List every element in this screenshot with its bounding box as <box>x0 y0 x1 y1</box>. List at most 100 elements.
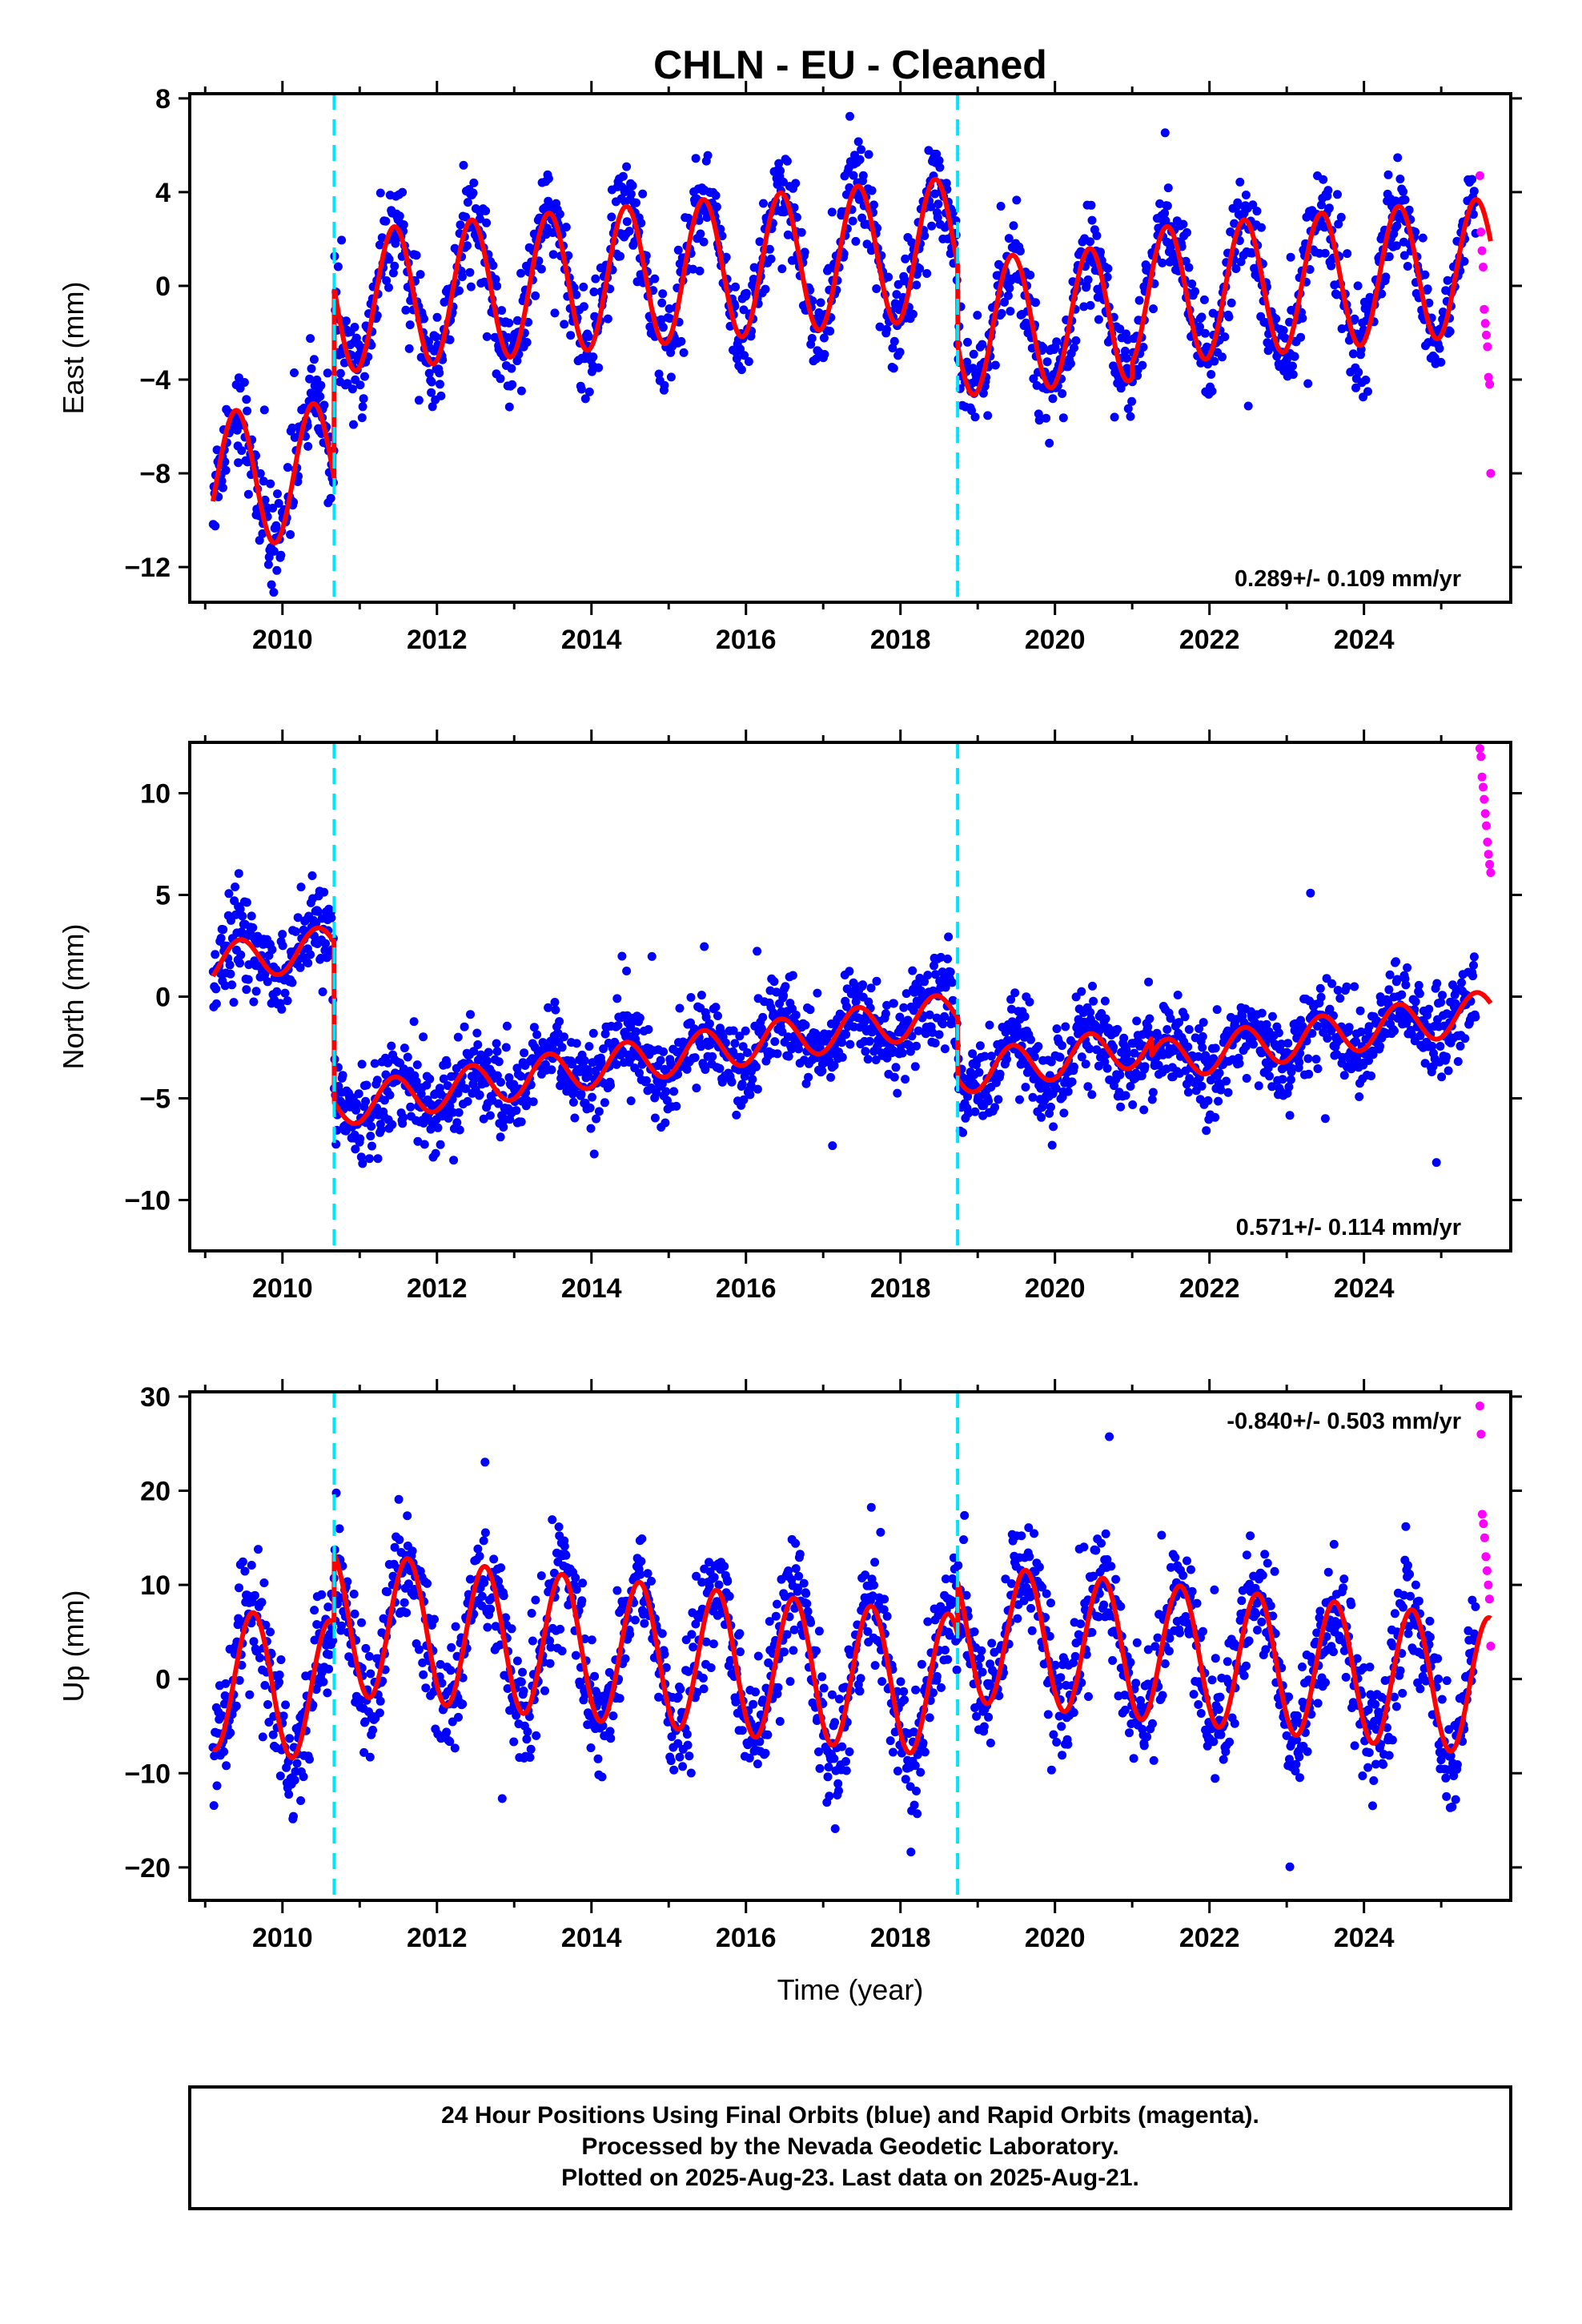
final-orbit-point <box>974 1068 984 1077</box>
final-orbit-point <box>910 1062 920 1072</box>
final-orbit-point <box>644 1025 653 1034</box>
final-orbit-point <box>234 869 243 879</box>
final-orbit-point <box>589 287 599 296</box>
final-orbit-point <box>540 1686 549 1695</box>
final-orbit-point <box>927 221 937 231</box>
final-orbit-point <box>239 378 249 387</box>
final-orbit-point <box>508 380 517 389</box>
final-orbit-point <box>1285 317 1295 327</box>
final-orbit-point <box>656 315 666 324</box>
final-orbit-point <box>612 994 622 1003</box>
final-orbit-point <box>732 1110 741 1120</box>
final-orbit-point <box>1363 387 1372 396</box>
final-orbit-point <box>1445 327 1455 336</box>
final-orbit-point <box>335 1524 344 1534</box>
final-orbit-point <box>759 199 768 208</box>
final-orbit-point <box>1211 1043 1220 1053</box>
final-orbit-point <box>466 1010 475 1019</box>
final-orbit-point <box>658 323 668 332</box>
final-orbit-point <box>566 331 576 340</box>
final-orbit-point <box>375 240 384 250</box>
final-orbit-point <box>384 283 393 292</box>
final-orbit-point <box>1391 957 1400 967</box>
final-orbit-point <box>368 1725 378 1735</box>
final-orbit-point <box>388 268 398 278</box>
final-orbit-point <box>217 476 227 486</box>
final-orbit-point <box>401 305 411 315</box>
final-orbit-point <box>482 218 492 227</box>
final-orbit-point <box>745 1090 755 1100</box>
final-orbit-point <box>1288 370 1298 380</box>
final-orbit-point <box>257 1598 267 1607</box>
final-orbit-point <box>1029 374 1038 384</box>
final-orbit-point <box>766 254 776 263</box>
final-orbit-point <box>834 1695 844 1704</box>
rapid-orbit-point <box>1480 809 1490 818</box>
final-orbit-point <box>731 1697 741 1707</box>
final-orbit-point <box>229 998 239 1007</box>
final-orbit-point <box>777 264 787 274</box>
final-orbit-point <box>773 1683 783 1692</box>
final-orbit-point <box>307 871 317 880</box>
final-orbit-point <box>969 349 978 359</box>
final-orbit-point <box>647 1576 656 1586</box>
final-orbit-point <box>1006 307 1015 316</box>
final-orbit-point <box>1385 970 1395 979</box>
final-orbit-point <box>1468 175 1477 184</box>
final-orbit-point <box>255 1653 264 1663</box>
final-orbit-point <box>1306 888 1315 898</box>
final-orbit-point <box>864 150 873 159</box>
final-orbit-point <box>711 191 721 200</box>
final-orbit-point <box>275 1771 285 1781</box>
final-orbit-point <box>650 1113 660 1123</box>
final-orbit-point <box>1271 314 1281 324</box>
final-orbit-point <box>416 270 425 279</box>
final-orbit-point <box>1424 1004 1434 1014</box>
final-orbit-point <box>819 333 829 343</box>
final-orbit-point <box>526 1744 536 1754</box>
final-orbit-point <box>1127 396 1137 406</box>
x-tick-label: 2014 <box>561 1273 622 1304</box>
final-orbit-point <box>616 251 625 261</box>
final-orbit-point <box>497 1794 507 1803</box>
final-orbit-point <box>857 145 866 155</box>
final-orbit-point <box>665 304 674 313</box>
final-orbit-point <box>463 1096 472 1106</box>
final-orbit-point <box>1311 1055 1321 1064</box>
final-orbit-point <box>1086 300 1095 310</box>
final-orbit-point <box>1144 977 1154 987</box>
north-panel: 2010 2012 2014 2016 2018 2020 2022 2024−10−5051… <box>57 730 1522 1304</box>
final-orbit-point <box>1122 353 1131 363</box>
final-orbit-point <box>548 250 558 259</box>
final-orbit-point <box>882 1611 892 1621</box>
final-orbit-point <box>431 1148 440 1158</box>
final-orbit-point <box>696 229 705 239</box>
final-orbit-point <box>427 388 436 397</box>
final-orbit-point <box>994 1095 1003 1104</box>
final-orbit-point <box>1161 216 1170 225</box>
final-orbit-point <box>828 1141 837 1151</box>
final-orbit-point <box>1052 337 1062 347</box>
final-orbit-point <box>398 187 408 197</box>
final-orbit-point <box>1384 252 1394 261</box>
final-orbit-point <box>1121 1091 1130 1100</box>
final-orbit-point <box>281 1700 291 1710</box>
final-orbit-point <box>588 352 598 362</box>
final-orbit-point <box>1401 980 1411 990</box>
final-orbit-point <box>212 445 222 455</box>
final-orbit-point <box>802 1599 812 1608</box>
final-orbit-point <box>236 950 246 959</box>
final-orbit-point <box>1257 1008 1267 1018</box>
final-orbit-point <box>1059 1108 1069 1118</box>
final-orbit-point <box>419 1032 428 1042</box>
final-orbit-point <box>594 363 604 372</box>
final-orbit-point <box>753 1084 762 1094</box>
final-orbit-point <box>723 1577 733 1586</box>
final-orbit-point <box>489 1554 499 1564</box>
final-orbit-point <box>531 291 540 300</box>
final-orbit-point <box>626 1096 636 1106</box>
rapid-orbit-point <box>1485 859 1495 869</box>
final-orbit-point <box>475 1090 484 1100</box>
final-orbit-point <box>1066 359 1075 368</box>
